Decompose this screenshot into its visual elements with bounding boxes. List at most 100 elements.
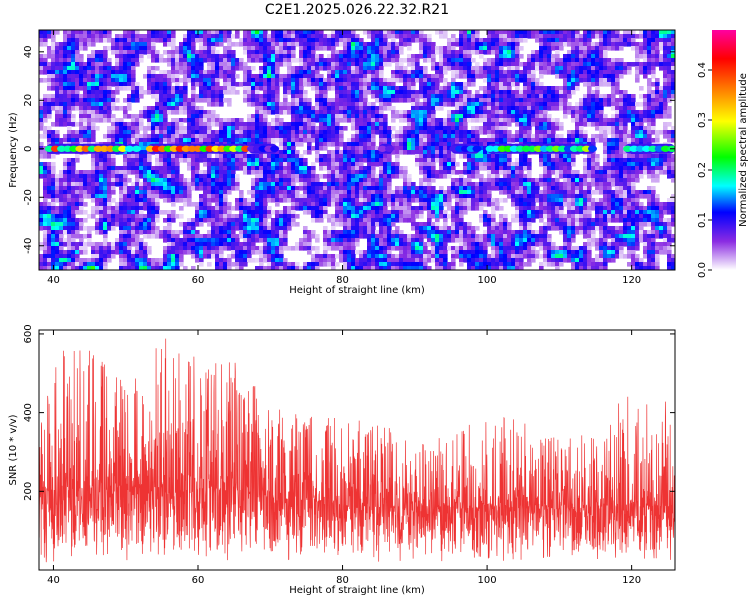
spectrogram-cell	[311, 174, 316, 179]
spectrogram-cell	[263, 94, 268, 99]
spectrogram-cell	[79, 114, 84, 119]
spectrogram-cell	[611, 38, 616, 43]
spectrogram-cell	[615, 138, 620, 143]
spectrogram-cell	[231, 154, 236, 159]
spectrogram-cell	[507, 122, 512, 127]
spectrogram-cell	[79, 66, 84, 71]
spectrogram-cell	[551, 90, 556, 95]
spectrogram-cell	[327, 38, 332, 43]
spectrogram-cell	[367, 114, 372, 119]
spectrogram-cell	[55, 98, 60, 103]
spectrogram-cell	[307, 62, 312, 67]
spectrogram-cell	[203, 130, 208, 135]
spectrogram-cell	[435, 106, 440, 111]
spectrogram-cell	[59, 86, 64, 91]
spectrogram-cell	[519, 98, 524, 103]
spectrogram-cell	[263, 38, 268, 43]
spectrogram-cell	[39, 150, 44, 155]
spectrogram-cell	[491, 166, 496, 171]
spectrogram-cell	[311, 82, 316, 87]
spectrogram-cell	[511, 110, 516, 115]
spectrogram-cell	[287, 66, 292, 71]
spectrogram-cell	[575, 34, 580, 39]
spectrogram-cell	[499, 82, 504, 87]
spectrogram-cell	[267, 98, 272, 103]
spectrogram-cell	[603, 102, 608, 107]
spectrogram-cell	[583, 158, 588, 163]
spectrogram-cell	[279, 126, 284, 131]
spectrogram-cell	[459, 90, 464, 95]
spectrogram-cell	[227, 66, 232, 71]
spectrogram-cell	[275, 66, 280, 71]
spectrogram-cell	[87, 102, 92, 107]
spectrogram-cell	[587, 34, 592, 39]
spectrogram-cell	[579, 58, 584, 63]
spectrogram-cell	[619, 70, 624, 75]
spectrogram-cell	[511, 98, 516, 103]
spectrogram-cell	[583, 162, 588, 167]
spectrogram-cell	[431, 166, 436, 171]
spectrogram-cell	[415, 130, 420, 135]
spectrogram-cell	[175, 102, 180, 107]
spectrogram-cell	[175, 58, 180, 63]
spectrogram-cell	[399, 134, 404, 139]
spectrogram-cell	[55, 114, 60, 119]
spectrogram-cell	[187, 78, 192, 83]
spectrogram-cell	[547, 54, 552, 59]
spectrogram-cell	[619, 66, 624, 71]
spectrogram-cell	[447, 154, 452, 159]
spectrogram-cell	[427, 42, 432, 47]
spectrogram-cell	[383, 50, 388, 55]
spectrogram-cell	[291, 102, 296, 107]
spectrogram-cell	[439, 126, 444, 131]
spectrogram-cell	[123, 170, 128, 175]
spectrogram-cell	[671, 94, 675, 99]
spectrogram-cell	[203, 54, 208, 59]
spectrogram-cell	[663, 38, 668, 43]
spectrogram-cell	[203, 42, 208, 47]
spectrogram-cell	[83, 70, 88, 75]
spectrogram-cell	[575, 86, 580, 91]
spectrogram-cell	[427, 142, 432, 147]
spectrogram-cell	[319, 90, 324, 95]
spectrogram-cell	[131, 158, 136, 163]
spectrogram-cell	[115, 86, 120, 91]
spectrogram-cell	[319, 62, 324, 67]
spectrogram-cell	[227, 126, 232, 131]
spectrogram-cell	[507, 66, 512, 71]
spectrogram-cell	[579, 66, 584, 71]
spectrogram-cell	[183, 102, 188, 107]
spectrogram-cell	[255, 58, 260, 63]
spectrogram-cell	[331, 174, 336, 179]
spectrogram-cell	[503, 58, 508, 63]
spectrogram-cell	[299, 102, 304, 107]
spectrogram-cell	[207, 130, 212, 135]
spectrogram-cell	[115, 70, 120, 75]
spectrogram-cell	[91, 126, 96, 131]
spectrogram-cell	[291, 90, 296, 95]
spectrogram-cell	[643, 166, 648, 171]
spectrogram-cell	[75, 50, 80, 55]
spectrogram-cell	[667, 154, 672, 159]
spectrogram-cell	[347, 162, 352, 167]
spectrogram-cell	[583, 66, 588, 71]
spectrogram-cell	[599, 42, 604, 47]
spectrogram-cell	[299, 46, 304, 51]
spectrogram-cell	[283, 38, 288, 43]
spectrogram-cell	[603, 54, 608, 59]
spectrogram-cell	[55, 74, 60, 79]
spectrogram-cell	[363, 106, 368, 111]
spectrogram-cell	[227, 30, 232, 35]
spectrogram-cell	[411, 86, 416, 91]
spectrogram-cell	[335, 170, 340, 175]
spectrogram-cell	[359, 90, 364, 95]
spectrogram-cell	[347, 102, 352, 107]
spectrogram-cell	[43, 126, 48, 131]
spectrogram-cell	[195, 70, 200, 75]
spectrogram-cell	[187, 66, 192, 71]
spectrogram-cell	[583, 62, 588, 67]
spectrogram-cell	[631, 158, 636, 163]
spectrogram-cell	[511, 70, 516, 75]
spectrogram-cell	[591, 122, 596, 127]
spectrogram-cell	[43, 30, 48, 35]
